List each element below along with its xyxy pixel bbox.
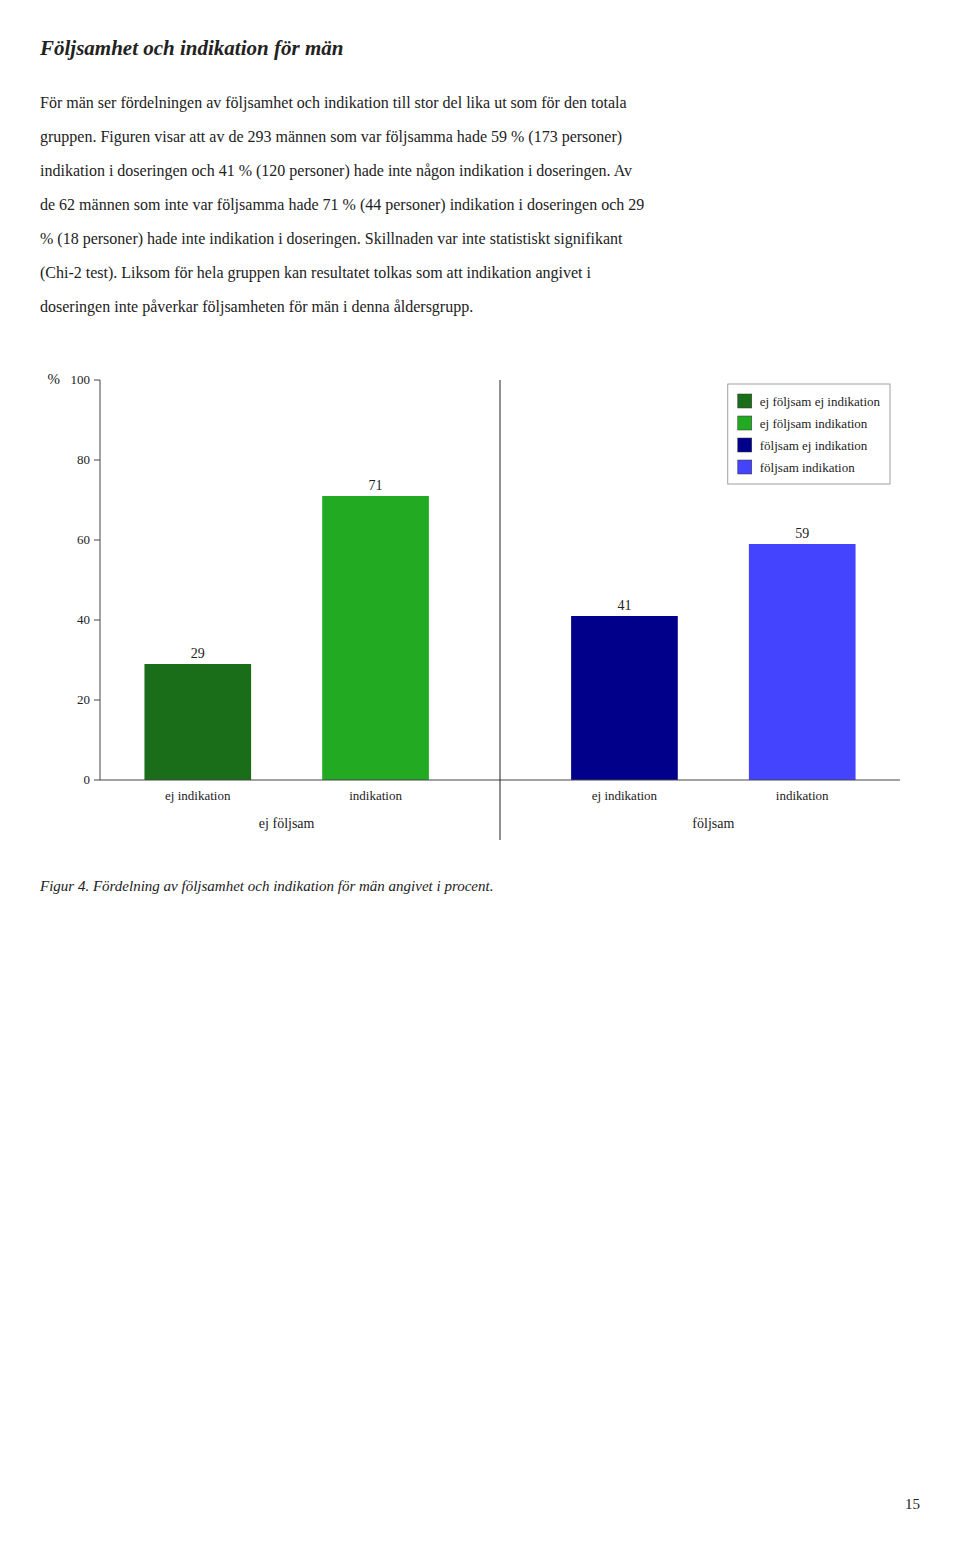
x-tick-label: ej indikation	[592, 788, 658, 803]
legend-swatch	[738, 438, 752, 452]
body-line: indikation i doseringen och 41 % (120 pe…	[40, 154, 644, 188]
legend-label: följsam indikation	[760, 460, 855, 475]
y-tick	[94, 780, 100, 781]
bar	[144, 664, 251, 780]
legend-swatch	[738, 416, 752, 430]
y-axis	[100, 380, 101, 780]
y-tick-label: 0	[84, 772, 91, 787]
page-number: 15	[905, 1496, 920, 1513]
y-axis-label: %	[48, 371, 61, 387]
data-label: 29	[191, 646, 205, 661]
data-label: 41	[617, 598, 631, 613]
y-tick	[94, 460, 100, 461]
caption: Figur 4. Fördelning av följsamhet och in…	[40, 878, 493, 895]
y-tick	[94, 700, 100, 701]
chart: 0 20 40 60 80 100% 29 71 41 59 ej indikation indika…	[30, 360, 930, 860]
x-tick-label: indikation	[349, 788, 402, 803]
data-label: 71	[369, 478, 383, 493]
legend-label: ej följsam indikation	[760, 416, 868, 431]
legend-swatch	[738, 394, 752, 408]
y-tick	[94, 620, 100, 621]
y-tick	[94, 380, 100, 381]
body-line: gruppen. Figuren visar att av de 293 män…	[40, 120, 644, 154]
bar	[571, 616, 678, 780]
body-line: de 62 männen som inte var följsamma hade…	[40, 188, 644, 222]
x-tick-label: ej indikation	[165, 788, 231, 803]
legend-label: ej följsam ej indikation	[760, 394, 881, 409]
y-tick-label: 20	[77, 692, 90, 707]
legend: ej följsam ej indikation ej följsam indik…	[728, 384, 890, 484]
bar	[749, 544, 856, 780]
y-tick-label: 60	[77, 532, 90, 547]
body-text: För män ser fördelningen av följsamhet o…	[40, 86, 644, 324]
body-line: doseringen inte påverkar följsamheten fö…	[40, 290, 644, 324]
body-line: % (18 personer) hade inte indikation i d…	[40, 222, 644, 256]
y-tick-label: 40	[77, 612, 90, 627]
heading: Följsamhet och indikation för män	[40, 36, 343, 61]
y-tick-label: 80	[77, 452, 90, 467]
legend-label: följsam ej indikation	[760, 438, 868, 453]
y-tick	[94, 540, 100, 541]
x-tick-label: indikation	[776, 788, 829, 803]
bar	[322, 496, 429, 780]
body-line: (Chi-2 test). Liksom för hela gruppen ka…	[40, 256, 644, 290]
y-tick-label: 100	[71, 372, 91, 387]
legend-box	[728, 384, 890, 484]
body-line: För män ser fördelningen av följsamhet o…	[40, 86, 644, 120]
group-label: följsam	[692, 816, 734, 831]
group-label: ej följsam	[259, 816, 315, 831]
data-label: 59	[795, 526, 809, 541]
group-separator	[500, 380, 501, 840]
legend-swatch	[738, 460, 752, 474]
